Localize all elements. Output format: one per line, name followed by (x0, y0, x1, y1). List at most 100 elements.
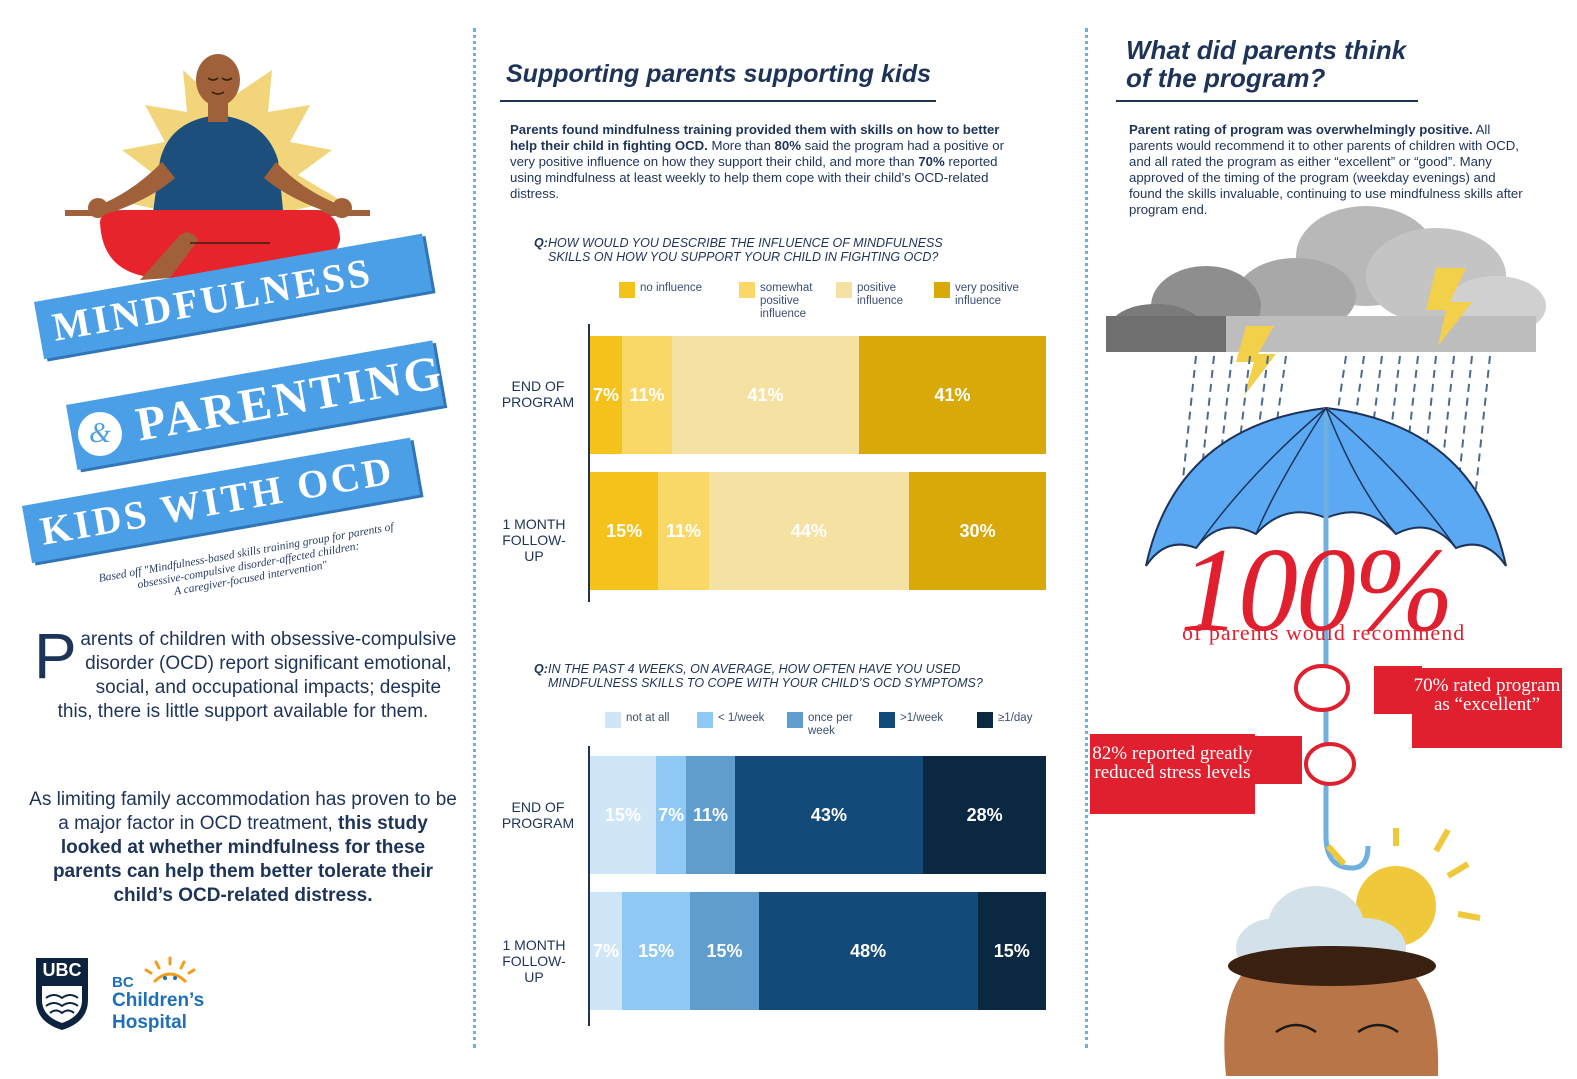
flag-82-text: 82% reported greatly reduced stress leve… (1092, 743, 1253, 783)
legend-label: very positive influence (955, 282, 1019, 307)
chart1-legend-item-2: positive influence (836, 282, 936, 308)
bar-segment: 11% (658, 472, 709, 590)
right-title-rule (1116, 100, 1418, 102)
hospital-text: Hospital (112, 1012, 187, 1033)
flag-70-percent: 70% rated program as “excellent” (1412, 668, 1562, 748)
legend-label: ≥1/day (998, 712, 1033, 724)
middle-title: Supporting parents supporting kids (506, 60, 931, 88)
legend-swatch (836, 282, 852, 298)
legend-swatch (879, 712, 895, 728)
bar-value-label: 11% (629, 384, 665, 405)
bar-value-label: 44% (790, 520, 827, 541)
column-divider-left (473, 28, 476, 1048)
chart1-bar-end-of-program: 7% 11% 41% 41% (590, 336, 1046, 454)
bar-value-label: 15% (638, 940, 675, 961)
right-title: What did parents think of the program? (1126, 36, 1406, 92)
bar-segment: 15% (590, 756, 656, 874)
legend-label: once per week (808, 712, 853, 737)
bar-value-label: 11% (693, 804, 729, 825)
right-p-bold: Parent rating of program was overwhelmin… (1129, 122, 1473, 137)
bar-segment: 41% (859, 336, 1046, 454)
bar-segment: 7% (655, 756, 687, 874)
bar-value-label: 43% (810, 804, 847, 825)
banner-ampersand: & (78, 412, 122, 456)
bar-segment: 41% (672, 336, 860, 454)
head-icon (1224, 946, 1439, 1076)
chart2-bar-follow-up: 7% 15% 15% 48% 15% (590, 892, 1046, 1010)
hand-holding-umbrella-icon (1294, 664, 1356, 786)
right-title-line-2: of the program? (1126, 63, 1326, 93)
bar-value-label: 7% (592, 384, 619, 405)
legend-swatch (977, 712, 993, 728)
bar-segment: 15% (590, 472, 659, 590)
chart1-q-text: HOW WOULD YOU DESCRIBE THE INFLUENCE OF … (548, 236, 943, 264)
bar-segment: 30% (909, 472, 1046, 590)
legend-swatch (739, 282, 755, 298)
legend-swatch (605, 712, 621, 728)
ubc-logo: UBC (34, 956, 90, 1032)
bar-segment: 15% (977, 892, 1046, 1010)
intro-p2-plain: As limiting family accommodation has pro… (29, 789, 457, 834)
chart1-row-label-0: END OF PROGRAM (501, 378, 575, 410)
bar-segment: 44% (708, 472, 910, 590)
legend-swatch (934, 282, 950, 298)
legend-label: >1/week (900, 712, 944, 724)
bar-value-label: 7% (658, 804, 685, 825)
bar-segment: 15% (621, 892, 691, 1010)
bar-segment: 11% (621, 336, 673, 454)
right-p-rest: All parents would recommend it to other … (1129, 122, 1523, 217)
chart1-legend-item-0: no influence (619, 282, 719, 298)
bar-value-label: 15% (706, 940, 743, 961)
bar-value-label: 15% (604, 804, 641, 825)
chart2-legend-item-0: not at all (605, 712, 693, 728)
chart2-row-label-0: END OF PROGRAM (501, 799, 575, 831)
big-stat: 100% (1180, 523, 1454, 656)
ubc-shield-icon (36, 958, 88, 1030)
chart1-q-prefix: Q: (534, 236, 548, 250)
umbrella-icon (1145, 406, 1507, 871)
middle-p-80: 80% (774, 138, 801, 153)
big-stat-caption: of parents would recommend (1182, 620, 1466, 645)
middle-p-a: More than (707, 138, 775, 153)
middle-p-b: said the program had a positive or very … (510, 138, 1004, 169)
chart1-axis (588, 324, 590, 602)
bar-value-label: 7% (592, 940, 619, 961)
legend-label: no influence (640, 282, 703, 294)
bar-segment: 43% (734, 756, 924, 874)
chart1-legend-item-3: very positive influence (934, 282, 1034, 308)
bar-value-label: 28% (966, 804, 1003, 825)
chart2-q-prefix: Q: (534, 662, 548, 676)
bar-value-label: 30% (959, 520, 996, 541)
bar-segment: 28% (923, 756, 1046, 874)
intro-paragraph-2: As limiting family accommodation has pro… (28, 788, 458, 908)
intro-paragraph-1: P arents of children with obsessive-comp… (28, 620, 458, 724)
legend-swatch (787, 712, 803, 728)
bc-text: BC (112, 974, 134, 991)
middle-p-70: 70% (918, 154, 945, 169)
bar-segment: 7% (590, 892, 622, 1010)
chart2-q-text: IN THE PAST 4 WEEKS, ON AVERAGE, HOW OFT… (548, 662, 983, 690)
chart2-legend-item-4: ≥1/day (977, 712, 1065, 728)
legend-swatch (697, 712, 713, 728)
lightning-bolt-icon (1236, 268, 1472, 396)
right-paragraph: Parent rating of program was overwhelmin… (1129, 122, 1524, 218)
bar-segment: 11% (686, 756, 735, 874)
bar-segment: 48% (758, 892, 978, 1010)
bar-value-label: 15% (993, 940, 1030, 961)
bar-value-label: 41% (747, 384, 784, 405)
bc-childrens-logo: BC Children’s Hospital (110, 956, 250, 1038)
chart1-legend-item-1: somewhat positive influence (739, 282, 839, 321)
legend-label: < 1/week (718, 712, 765, 724)
dropcap: P (34, 620, 77, 692)
middle-p-bold: Parents found mindfulness training provi… (510, 122, 1000, 153)
bar-value-label: 48% (850, 940, 887, 961)
storm-umbrella-illustration (1106, 206, 1546, 1076)
chart2-legend-item-3: >1/week (879, 712, 967, 728)
legend-label: positive influence (857, 282, 904, 307)
bar-value-label: 11% (665, 520, 701, 541)
chart2-legend-item-1: < 1/week (697, 712, 785, 728)
intro-p1-text: arents of children with obsessive-compul… (57, 629, 457, 722)
storm-cloud-icon (1106, 206, 1546, 352)
chart1-row-label-1: 1 MONTH FOLLOW-UP (502, 516, 566, 564)
legend-label: not at all (626, 712, 670, 724)
